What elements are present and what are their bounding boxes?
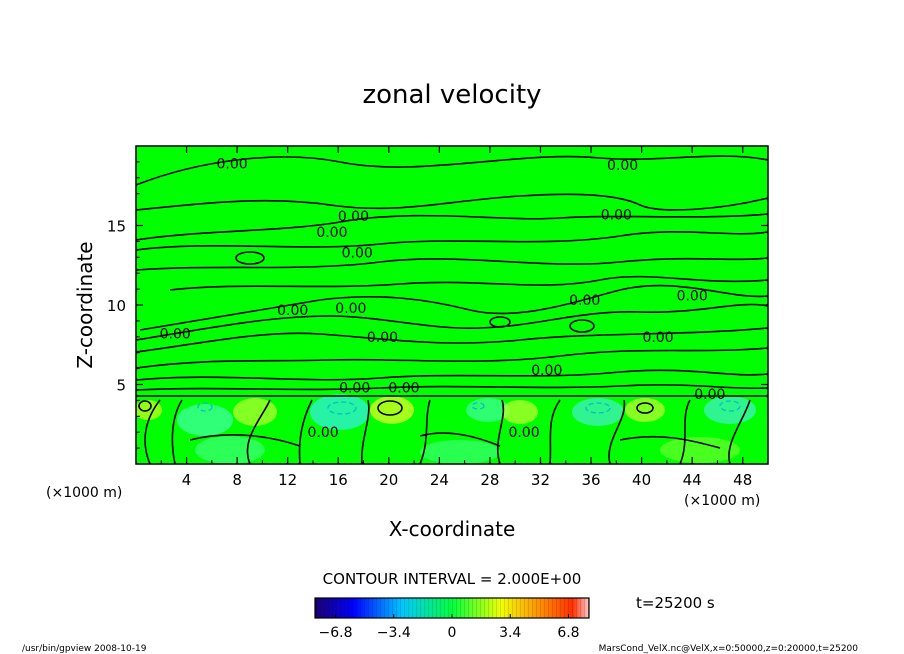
contour-label: 0.00 [531,363,562,379]
contour-line [136,257,768,271]
colorbar: −6.8 −3.4 0 3.4 6.8 [314,597,590,641]
contour-line [144,399,183,464]
contour-label: 0.00 [642,330,673,346]
x-tick-label: 28 [480,471,499,489]
colorbar-ticks: −6.8 −3.4 0 3.4 6.8 [319,614,580,641]
contour-label: 0.00 [277,303,308,319]
plot-area: 0.00 0.000.00 0.000.000.000.00 0.00 0.00 0.00… [107,145,769,489]
x-tick-label: 20 [379,471,398,489]
contour-closed [138,400,152,412]
x-tick-label: 40 [632,471,651,489]
contour-line [136,155,768,186]
x-tick-label: 36 [581,471,600,489]
footer-left: /usr/bin/gpview 2008-10-19 [22,644,147,654]
negative-contours [197,400,741,415]
contour-negative [327,401,357,415]
x-tick-label: 16 [329,471,348,489]
contour-label: 0.00 [508,425,539,441]
contour-closed [636,402,654,414]
contour-negative [585,402,611,414]
x-tick-label: 4 [182,471,192,489]
contour-line [136,193,768,211]
x-tick-label: 32 [531,471,550,489]
time-label: t=25200 s [636,594,715,612]
colorbar-divisions [315,598,589,618]
contour-label: 0.00 [601,207,632,223]
y-tick-label: 10 [107,297,126,315]
shading-cool-cell [420,440,500,464]
contour-label: 0.00 [335,301,366,317]
contour-label: 0.00 [569,293,600,309]
contour-label: 0.00 [607,158,638,174]
y-axis-ticks: 5 10 15 [107,161,768,449]
shading-warm-cell [502,400,538,424]
contour-closed [235,251,265,265]
shading-cool-cell [177,404,233,436]
x-tick-label: 48 [733,471,752,489]
contour-label: 0.00 [307,425,338,441]
colorbar-tick-label: −6.8 [319,625,353,641]
colorbar-tick-label: −3.4 [377,625,411,641]
shading-warm-cell [625,398,665,422]
shading-cool-cell [310,394,370,430]
contour-interval-text: CONTOUR INTERVAL = 2.000E+00 [323,570,582,588]
contour-line [728,399,751,464]
shading-cool-cell [466,398,510,422]
contour-line [136,327,768,353]
contour-line [496,399,561,464]
y-axis-label: Z-coordinate [73,241,97,368]
contour-label: 0.00 [367,330,398,346]
contour-label: 0.00 [677,288,708,304]
y-tick-label: 5 [116,377,126,395]
x-tick-label: 12 [278,471,297,489]
contour-label: 0.00 [388,381,419,397]
contour-closed [569,319,595,333]
chart-title: zonal velocity [362,80,541,110]
contour-line [169,275,768,291]
contour-line [361,399,431,464]
contour-label: 0.00 [160,327,191,343]
x-tick-label: 44 [683,471,702,489]
contour-line [136,347,768,369]
contour-line [139,284,768,331]
contour-label: 0.00 [339,381,370,397]
x-axis-ticks: 4 8 12 16 20 24 28 32 36 40 44 48 [160,146,752,489]
contour-negative [719,400,741,412]
colorbar-tick-label: 6.8 [557,625,579,641]
contour-label: 0.00 [342,246,373,262]
contour-line [608,399,691,464]
colorbar-tick-label: 0 [448,625,457,641]
contour-negative [471,402,485,410]
x-tick-label: 24 [430,471,449,489]
contour-lines [136,155,768,464]
contour-line [189,432,721,449]
shading-warm-cell [660,437,740,463]
contour-labels: 0.00 0.000.00 0.000.000.000.00 0.00 0.00 0.00… [160,156,726,441]
x-unit-left: (×1000 m) [46,485,122,501]
contour-label: 0.00 [316,225,347,241]
contour-negative [197,402,213,412]
contour-closed [489,316,511,328]
contour-line [136,231,768,251]
contour-label: 0.00 [338,209,369,225]
contour-line [136,213,768,241]
shading-warm-cell [370,396,414,424]
contour-label: 0.00 [216,156,247,172]
y-tick-label: 15 [107,218,126,236]
contour-label: 0.00 [694,387,725,403]
x-tick-label: 8 [232,471,242,489]
contour-line [136,369,768,381]
shading-cool-cell [572,398,624,426]
x-axis-label: X-coordinate [389,517,516,541]
colorbar-tick-label: 3.4 [499,625,521,641]
contour-closed [377,400,403,416]
footer-right: MarsCond_VelX.nc@VelX,x=0:50000,z=0:2000… [599,644,859,654]
shading-warm-cell [233,398,277,426]
contour-line [246,399,313,464]
contour-line [136,303,768,341]
shading-cool-cell [195,436,265,464]
x-unit-right: (×1000 m) [684,493,760,509]
contour-line [136,384,768,391]
